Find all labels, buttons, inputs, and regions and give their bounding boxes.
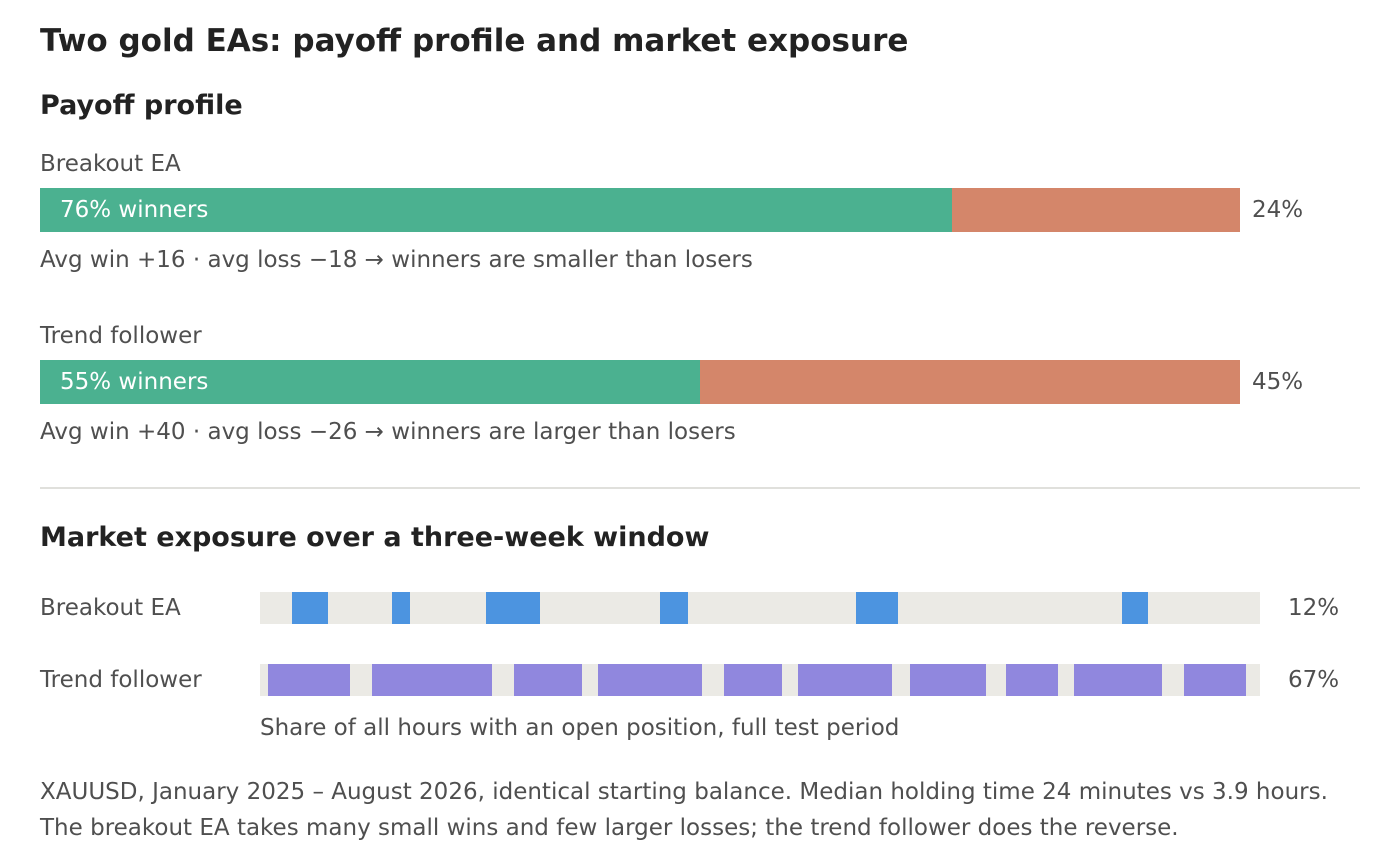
payoff-loss-label-breakout: 24% bbox=[1252, 197, 1304, 223]
payoff-bar-breakout: 76% winners bbox=[40, 188, 1240, 232]
exposure-block bbox=[598, 664, 702, 696]
exposure-block bbox=[660, 592, 688, 624]
payoff-loss-segment bbox=[952, 188, 1240, 232]
section-divider bbox=[40, 487, 1360, 489]
exposure-block bbox=[514, 664, 582, 696]
exposure-block bbox=[292, 592, 328, 624]
exposure-caption: Share of all hours with an open position… bbox=[260, 715, 900, 741]
exposure-block bbox=[724, 664, 782, 696]
payoff-win-segment: 55% winners bbox=[40, 360, 700, 404]
chart-title: Two gold EAs: payoff profile and market … bbox=[40, 23, 909, 59]
exposure-block bbox=[1184, 664, 1246, 696]
payoff-row-label-trend: Trend follower bbox=[40, 323, 202, 349]
exposure-block bbox=[1122, 592, 1148, 624]
payoff-note-breakout: Avg win +16 · avg loss −18 → winners are… bbox=[40, 247, 753, 273]
exposure-block bbox=[856, 592, 898, 624]
exposure-block bbox=[1074, 664, 1162, 696]
payoff-bar-trend: 55% winners bbox=[40, 360, 1240, 404]
payoff-loss-segment bbox=[700, 360, 1240, 404]
exposure-block bbox=[372, 664, 492, 696]
exposure-block bbox=[392, 592, 410, 624]
footnote-line-1: XAUUSD, January 2025 – August 2026, iden… bbox=[40, 779, 1328, 805]
exposure-share-trend: 67% bbox=[1288, 667, 1340, 693]
exposure-block bbox=[1006, 664, 1058, 696]
payoff-note-trend: Avg win +40 · avg loss −26 → winners are… bbox=[40, 419, 736, 445]
exposure-block bbox=[798, 664, 892, 696]
exposure-block bbox=[910, 664, 986, 696]
payoff-row-label-breakout: Breakout EA bbox=[40, 151, 181, 177]
exposure-track-trend bbox=[260, 664, 1260, 696]
exposure-row-label-trend: Trend follower bbox=[40, 667, 202, 693]
payoff-win-label: 76% winners bbox=[60, 197, 209, 223]
exposure-row-label-breakout: Breakout EA bbox=[40, 595, 181, 621]
exposure-track-breakout bbox=[260, 592, 1260, 624]
footnote-line-2: The breakout EA takes many small wins an… bbox=[40, 815, 1179, 841]
payoff-heading: Payoff profile bbox=[40, 90, 243, 121]
exposure-block bbox=[268, 664, 350, 696]
payoff-loss-label-trend: 45% bbox=[1252, 369, 1304, 395]
payoff-win-segment: 76% winners bbox=[40, 188, 952, 232]
exposure-share-breakout: 12% bbox=[1288, 595, 1340, 621]
exposure-block bbox=[486, 592, 540, 624]
payoff-win-label: 55% winners bbox=[60, 369, 209, 395]
exposure-heading: Market exposure over a three-week window bbox=[40, 522, 710, 553]
